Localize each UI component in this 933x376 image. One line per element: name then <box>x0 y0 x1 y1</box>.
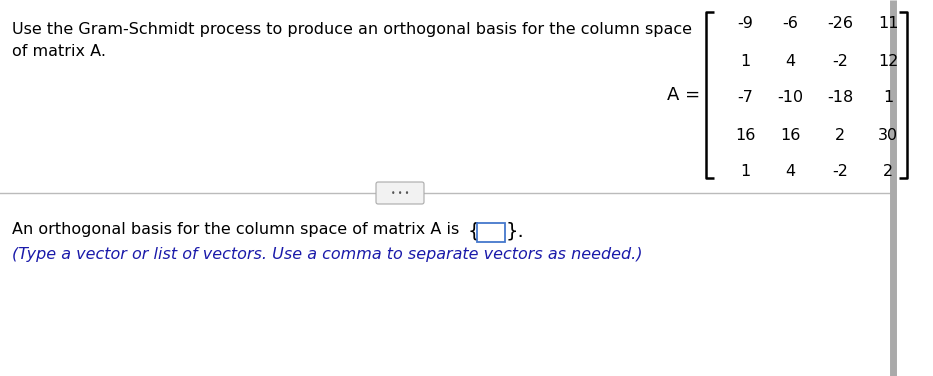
Text: {: { <box>468 222 480 241</box>
Text: -9: -9 <box>737 17 753 32</box>
Text: 30: 30 <box>878 127 898 143</box>
Text: 1: 1 <box>883 91 893 106</box>
Text: -10: -10 <box>777 91 803 106</box>
Text: 4: 4 <box>785 165 795 179</box>
Text: -6: -6 <box>782 17 798 32</box>
Text: }.: }. <box>506 222 524 241</box>
Text: • • •: • • • <box>391 188 410 197</box>
Text: of matrix A.: of matrix A. <box>12 44 106 59</box>
Text: An orthogonal basis for the column space of matrix A is: An orthogonal basis for the column space… <box>12 222 459 237</box>
FancyBboxPatch shape <box>376 182 424 204</box>
Text: 1: 1 <box>740 53 750 68</box>
Text: 11: 11 <box>878 17 898 32</box>
Text: -18: -18 <box>827 91 853 106</box>
Text: A =: A = <box>667 86 700 104</box>
Text: -7: -7 <box>737 91 753 106</box>
Text: Use the Gram-Schmidt process to produce an orthogonal basis for the column space: Use the Gram-Schmidt process to produce … <box>12 22 692 37</box>
Text: 1: 1 <box>740 165 750 179</box>
Text: 4: 4 <box>785 53 795 68</box>
Text: -26: -26 <box>827 17 853 32</box>
Text: -2: -2 <box>832 53 848 68</box>
Text: 2: 2 <box>835 127 845 143</box>
Text: (Type a vector or list of vectors. Use a comma to separate vectors as needed.): (Type a vector or list of vectors. Use a… <box>12 247 643 262</box>
FancyBboxPatch shape <box>477 223 505 242</box>
Text: 16: 16 <box>780 127 801 143</box>
Text: 12: 12 <box>878 53 898 68</box>
Text: -2: -2 <box>832 165 848 179</box>
Text: 16: 16 <box>735 127 755 143</box>
Text: 2: 2 <box>883 165 893 179</box>
